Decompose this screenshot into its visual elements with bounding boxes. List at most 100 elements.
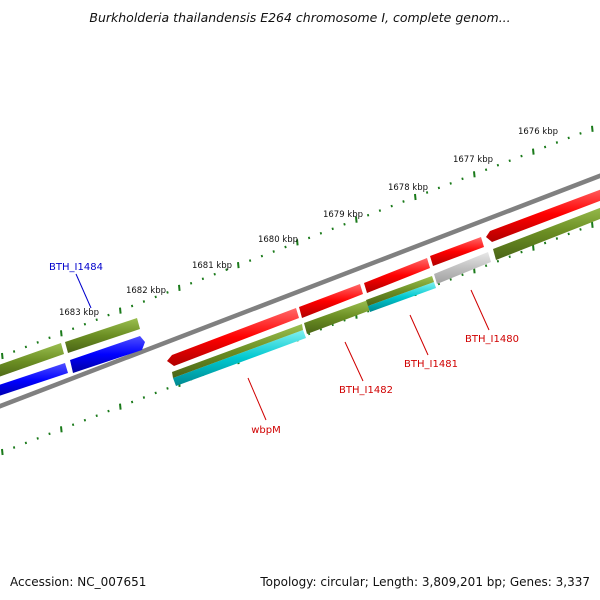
ruler-label: 1677 kbp [453,155,493,165]
minor-tick [449,182,452,185]
summary-text: Topology: circular; Length: 3,809,201 bp… [260,575,590,589]
major-tick [1,448,4,456]
minor-tick [461,273,464,277]
minor-tick [555,237,559,240]
minor-tick [36,341,39,344]
cds-bar-wbpM[interactable] [173,330,306,386]
ruler-labels: 1676 kbp 1677 kbp 1678 kbp 1679 kbp 1680 kbp… [59,127,558,318]
minor-tick [331,227,334,231]
minor-tick [543,145,547,149]
minor-tick [366,213,370,217]
minor-tick [484,264,488,268]
minor-tick [543,241,547,245]
callout-line-BTH_I1484 [75,273,92,309]
cds-bar-right[interactable] [493,204,600,260]
major-tick [473,171,476,178]
minor-tick [189,281,193,285]
minor-tick [307,236,311,240]
minor-tick [579,132,582,135]
gene-arrow-forward[interactable] [486,186,600,242]
pseudo-bar-BTH_I1480[interactable] [434,252,491,284]
minor-tick [284,245,287,249]
major-tick [119,307,122,314]
minor-tick [508,255,511,259]
cds-bar-BTH_I1482[interactable] [304,300,371,334]
minor-tick [378,209,382,212]
cds-bar-left-2[interactable] [65,318,140,353]
minor-tick [107,409,110,413]
minor-tick [579,228,582,231]
minor-tick [48,336,51,340]
major-tick [591,221,594,228]
minor-tick [83,418,87,422]
minor-tick [95,414,98,418]
gene-arrow-forward[interactable] [430,237,484,266]
gene-label-BTH_I1482[interactable]: BTH_I1482 [339,385,393,396]
minor-tick [260,254,264,258]
major-tick [60,330,63,337]
minor-tick [130,400,134,404]
minor-tick [48,432,51,436]
minor-tick [508,159,511,163]
ruler-label: 1680 kbp [258,235,298,245]
minor-tick [402,200,405,203]
ruler-label: 1678 kbp [388,183,428,193]
ruler-label: 1682 kbp [126,286,166,296]
outer-tick-ruler [1,125,594,360]
minor-tick [12,350,16,353]
map-title: Burkholderia thailandensis E264 chromoso… [89,10,511,25]
major-tick [532,148,535,155]
major-tick [355,216,358,223]
ruler-label: 1676 kbp [518,127,558,137]
minor-tick [225,268,228,272]
minor-tick [166,291,169,294]
minor-tick [449,278,452,281]
minor-tick [107,313,110,317]
accession-text: Accession: NC_007651 [10,575,147,589]
major-tick [591,125,594,132]
minor-tick [343,222,346,226]
minor-tick [520,154,523,158]
ruler-label: 1679 kbp [323,210,363,220]
gene-arrow-forward[interactable] [299,284,363,318]
cds-bar-left-1[interactable] [0,343,64,380]
major-tick [178,284,181,291]
minor-tick [142,300,146,303]
major-tick [1,352,4,360]
ruler-label: 1683 kbp [59,308,99,318]
gene-label-BTH_I1481[interactable]: BTH_I1481 [404,359,458,370]
minor-tick [461,177,464,181]
minor-tick [71,327,75,331]
minor-tick [24,441,28,445]
cds-bar-wbpM-olive[interactable] [172,324,303,378]
minor-tick [213,272,216,276]
gene-label-wbpM[interactable]: wbpM [251,425,281,436]
minor-tick [95,318,98,322]
gene-arrow-reverse-BTH_I1484[interactable] [70,336,145,373]
major-tick [532,244,535,251]
major-tick [237,262,240,269]
minor-tick [496,163,500,167]
gene-label-BTH_I1480[interactable]: BTH_I1480 [465,334,519,345]
minor-tick [71,423,75,427]
cds-bar-BTH_I1481[interactable] [368,282,436,312]
gene-label-BTH_I1484[interactable]: BTH_I1484 [49,262,103,273]
cds-bar-BTH_I1481-olive[interactable] [366,276,434,306]
callout-line-BTH_I1482 [344,341,364,382]
major-tick [296,239,299,246]
minor-tick [567,136,570,140]
minor-tick [319,231,323,235]
minor-tick [390,204,393,208]
minor-tick [555,141,559,144]
minor-tick [484,168,488,172]
minor-tick [12,446,16,449]
gene-arrow-reverse[interactable] [0,363,68,399]
minor-tick [154,295,157,299]
callout-line-BTH_I1481 [409,314,429,356]
gene-arrow-forward[interactable] [167,308,299,366]
gene-arrow-forward[interactable] [364,258,430,293]
minor-tick [166,387,169,390]
major-tick [60,426,63,433]
major-tick [414,193,417,201]
